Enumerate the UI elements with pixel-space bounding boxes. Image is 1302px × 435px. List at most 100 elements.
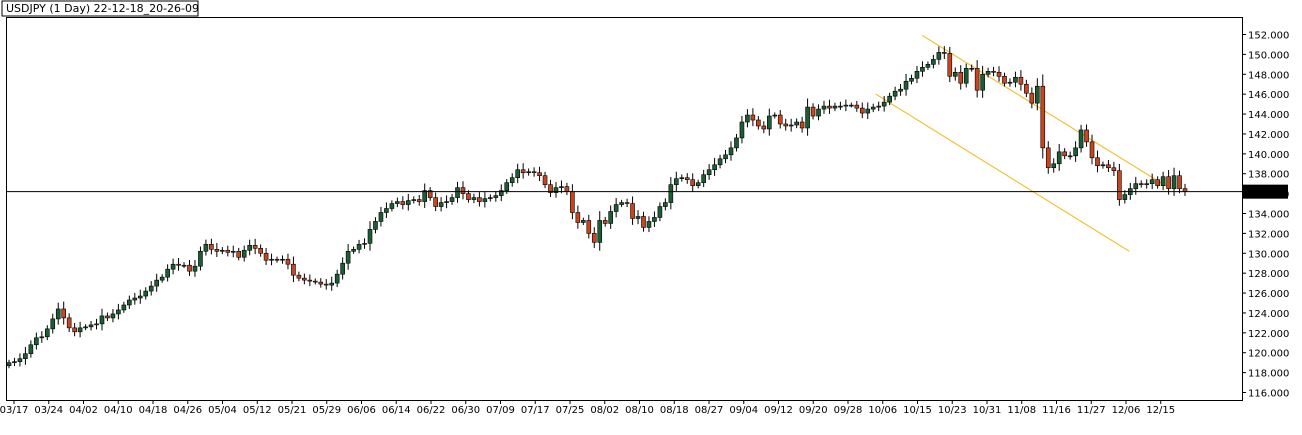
candle (761, 121, 767, 134)
candle (772, 112, 778, 119)
candle (1056, 143, 1062, 171)
x-tick-label: 04/02 (69, 405, 98, 416)
candle (132, 292, 138, 305)
y-tick-label: 144.000 (1248, 110, 1289, 121)
candle (1149, 173, 1155, 190)
candle (728, 141, 734, 161)
candle (66, 313, 72, 332)
candle (684, 173, 690, 184)
candle (44, 325, 50, 341)
candle (838, 101, 843, 110)
candle (247, 239, 252, 256)
candle (110, 309, 116, 323)
candle (805, 98, 810, 136)
x-tick-label: 03/17 (0, 405, 28, 416)
candle (373, 217, 378, 234)
x-tick-label: 07/17 (521, 405, 550, 416)
candle (88, 320, 94, 331)
y-tick-label: 120.000 (1248, 349, 1289, 360)
candle (1013, 71, 1018, 88)
y-axis: 152.000 150.000 148.000 146.000 144.000 142.0… (1242, 31, 1289, 400)
x-tick-label: 10/23 (938, 405, 967, 416)
candle (241, 245, 247, 262)
candle (717, 154, 723, 169)
candle (214, 242, 220, 258)
candle (395, 197, 400, 208)
x-tick-label: 09/12 (764, 405, 793, 416)
candle (170, 258, 176, 275)
x-tick-label: 10/15 (903, 405, 932, 416)
candle (810, 103, 816, 120)
y-tick-label: 138.000 (1248, 170, 1289, 181)
candle (1106, 160, 1111, 173)
candle (416, 195, 422, 206)
candle (1160, 171, 1166, 191)
candle (1084, 124, 1089, 147)
candle (384, 202, 389, 218)
x-tick-label: 04/18 (139, 405, 168, 416)
y-tick-label: 128.000 (1248, 269, 1289, 280)
candle (974, 60, 980, 98)
candle (345, 244, 351, 270)
current-price-badge: 136.197 (1243, 184, 1288, 199)
candle (903, 73, 909, 96)
candle (17, 353, 23, 367)
candle (94, 318, 99, 330)
candle (520, 163, 526, 179)
x-tick-label: 06/14 (382, 405, 411, 416)
x-tick-label: 12/06 (1112, 405, 1141, 416)
x-tick-label: 04/10 (104, 405, 133, 416)
candle (816, 104, 821, 121)
x-tick-label: 10/31 (973, 405, 1002, 416)
candle (859, 102, 865, 119)
y-tick-label: 126.000 (1248, 289, 1289, 300)
candle (526, 168, 531, 176)
candle (734, 133, 739, 152)
x-tick-label: 09/28 (834, 405, 863, 416)
candle (663, 198, 668, 211)
x-tick-label: 06/06 (347, 405, 376, 416)
candle (1144, 179, 1150, 189)
candle (1177, 170, 1182, 194)
x-tick-label: 11/16 (1042, 405, 1071, 416)
x-tick-label: 06/30 (451, 405, 480, 416)
candle (985, 67, 991, 78)
x-tick-label: 07/09 (486, 405, 515, 416)
candle (832, 102, 838, 112)
x-tick-label: 07/25 (556, 405, 585, 416)
candle (198, 246, 203, 271)
y-tick-label: 148.000 (1248, 70, 1289, 81)
candle (750, 108, 756, 127)
candle (1122, 190, 1128, 204)
candle (1002, 72, 1007, 87)
candle (1007, 78, 1013, 87)
candle (646, 216, 652, 233)
candle (313, 278, 318, 285)
candle (952, 67, 958, 81)
candle (356, 239, 362, 254)
y-tick-label: 118.000 (1248, 369, 1289, 380)
candle (143, 287, 149, 300)
y-tick-label: 134.000 (1248, 210, 1289, 221)
candle (176, 258, 181, 271)
candle (72, 322, 77, 337)
x-tick-label: 11/27 (1077, 405, 1106, 416)
candle (362, 238, 367, 249)
candle (1155, 176, 1160, 189)
candle (870, 103, 876, 113)
candle (695, 179, 701, 189)
candle (159, 274, 165, 283)
candle (1117, 163, 1122, 206)
candle (28, 340, 34, 358)
candle (12, 357, 17, 367)
candle (23, 346, 28, 365)
candle (422, 183, 428, 208)
candle (127, 295, 132, 309)
candle (154, 273, 159, 292)
candle (1111, 161, 1117, 177)
candle (225, 245, 231, 257)
candle (799, 116, 805, 133)
x-tick-label: 10/06 (868, 405, 897, 416)
candle (712, 157, 717, 176)
candle (586, 214, 592, 239)
